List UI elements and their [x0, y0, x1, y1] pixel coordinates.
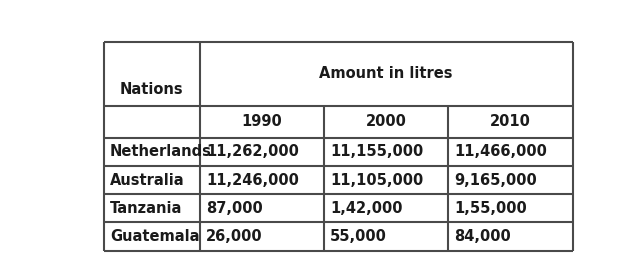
Text: 55,000: 55,000 [330, 229, 387, 244]
Text: 84,000: 84,000 [454, 229, 511, 244]
Text: Australia: Australia [110, 173, 184, 188]
Text: 87,000: 87,000 [206, 201, 262, 216]
Text: Tanzania: Tanzania [110, 201, 182, 216]
Text: 1990: 1990 [242, 114, 282, 129]
Text: 2010: 2010 [490, 114, 531, 129]
Text: Netherlands: Netherlands [110, 144, 212, 160]
Text: 11,466,000: 11,466,000 [454, 144, 547, 160]
Text: 11,155,000: 11,155,000 [330, 144, 423, 160]
Text: 1,55,000: 1,55,000 [454, 201, 527, 216]
Text: Nations: Nations [120, 82, 184, 97]
Text: 9,165,000: 9,165,000 [454, 173, 537, 188]
Text: Guatemala: Guatemala [110, 229, 199, 244]
Text: 11,105,000: 11,105,000 [330, 173, 423, 188]
Text: 26,000: 26,000 [206, 229, 262, 244]
Text: 11,262,000: 11,262,000 [206, 144, 299, 160]
Text: Amount in litres: Amount in litres [319, 66, 453, 81]
Text: 11,246,000: 11,246,000 [206, 173, 299, 188]
Text: 2000: 2000 [366, 114, 406, 129]
Text: 1,42,000: 1,42,000 [330, 201, 403, 216]
